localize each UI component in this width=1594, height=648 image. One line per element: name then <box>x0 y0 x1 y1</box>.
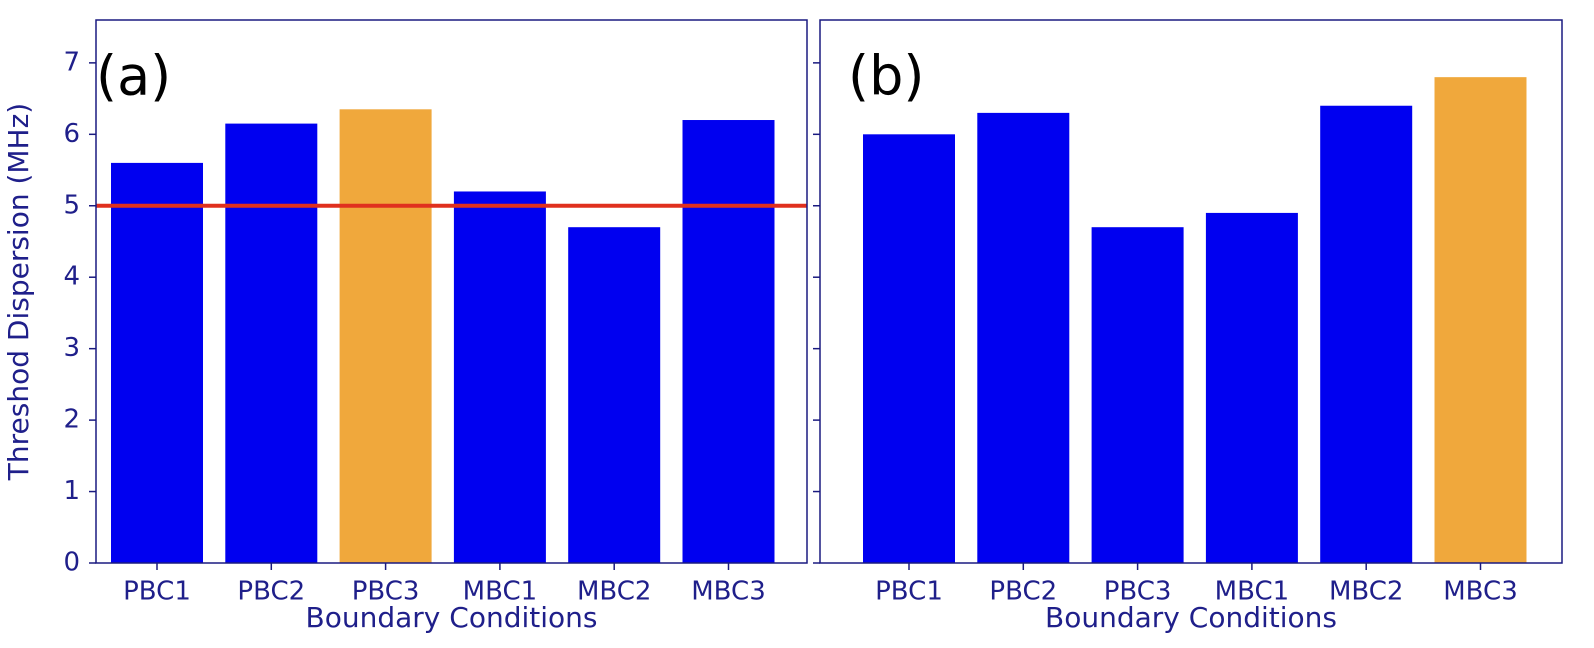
x-tick-label: PBC2 <box>989 577 1057 607</box>
bar <box>453 191 546 563</box>
x-tick-label: MBC2 <box>1329 577 1404 607</box>
y-axis-label: Threshod Dispersion (MHz) <box>2 103 35 481</box>
x-tick-label: MBC1 <box>1215 577 1290 607</box>
x-tick-label: MBC2 <box>577 577 652 607</box>
y-tick-label: 2 <box>63 405 80 435</box>
x-tick-label: PBC2 <box>237 577 305 607</box>
axes-frame <box>95 19 808 564</box>
bar <box>863 134 955 563</box>
bar <box>1320 105 1413 563</box>
y-tick-label: 6 <box>63 119 80 149</box>
panel-label: (a) <box>96 45 171 108</box>
bar <box>977 112 1070 563</box>
axes-frame <box>819 19 1563 564</box>
bar <box>1205 212 1298 563</box>
bar <box>682 120 775 564</box>
panel-label: (b) <box>848 45 924 108</box>
x-tick-label: MBC1 <box>463 577 538 607</box>
y-tick-label: 4 <box>63 262 80 292</box>
x-tick-label: PBC3 <box>1104 577 1172 607</box>
x-axis-label: Boundary Conditions <box>306 601 598 634</box>
x-tick-label: MBC3 <box>691 577 766 607</box>
bar <box>111 162 203 564</box>
y-tick-label: 7 <box>63 47 80 77</box>
bar <box>568 227 661 563</box>
bar <box>1091 227 1184 563</box>
y-tick-label: 3 <box>63 333 80 363</box>
x-tick-label: PBC3 <box>352 577 420 607</box>
y-tick-label: 1 <box>63 476 80 506</box>
x-tick-label: PBC1 <box>875 577 943 607</box>
y-tick-label: 0 <box>63 548 80 578</box>
x-tick-label: PBC1 <box>123 577 191 607</box>
y-tick-label: 5 <box>63 190 80 220</box>
x-axis-label: Boundary Conditions <box>1045 601 1337 634</box>
x-tick-label: MBC3 <box>1443 577 1518 607</box>
bar <box>1434 77 1527 563</box>
bar <box>225 123 318 563</box>
bar <box>339 109 432 564</box>
